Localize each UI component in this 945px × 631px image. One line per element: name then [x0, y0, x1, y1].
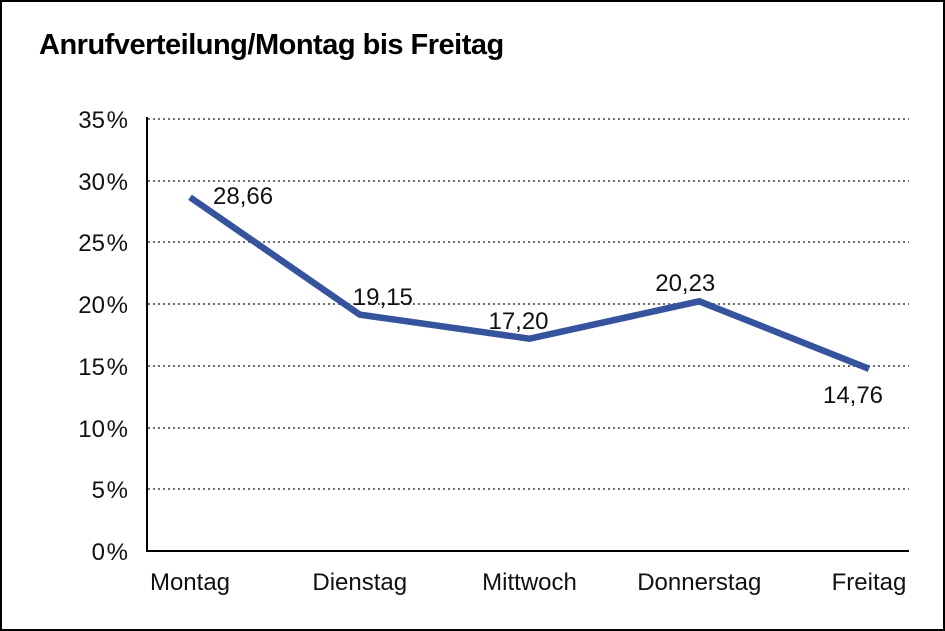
gridline	[148, 426, 909, 429]
x-axis-category-label: Mittwoch	[482, 569, 577, 596]
y-axis-line	[146, 117, 148, 551]
data-point-label: 28,66	[213, 183, 274, 211]
line-series-path	[188, 194, 871, 372]
data-point-label: 19,15	[352, 283, 413, 311]
gridline	[148, 241, 909, 244]
y-axis-tick-label: 5 %	[91, 477, 128, 505]
gridline	[148, 118, 909, 120]
chart-title: Anrufverteilung/Montag bis Freitag	[39, 29, 504, 61]
y-axis-tick-label: 10 %	[78, 415, 128, 443]
gridline	[148, 179, 909, 182]
data-point-label: 17,20	[488, 307, 549, 335]
y-axis-tick-label: 35 %	[78, 107, 128, 134]
y-axis-tick-label: 30 %	[78, 168, 128, 196]
y-axis-tick-label: 25 %	[78, 230, 128, 258]
data-point-label: 20,23	[655, 270, 716, 298]
x-axis-category-label: Donnerstag	[637, 569, 762, 596]
y-axis-tick-label: 20 %	[78, 292, 128, 320]
gridline	[148, 303, 909, 306]
gridline	[148, 364, 909, 367]
x-axis-category-label: Freitag	[831, 569, 907, 596]
x-axis-category-label: Montag	[149, 569, 231, 596]
y-axis-tick-label: 15 %	[78, 353, 128, 381]
x-axis-category-label: Dienstag	[312, 569, 408, 596]
y-axis-tick-label: 0 %	[91, 539, 128, 566]
x-axis-line	[146, 550, 909, 552]
gridline	[148, 488, 909, 491]
data-point-label: 14,76	[822, 381, 884, 409]
